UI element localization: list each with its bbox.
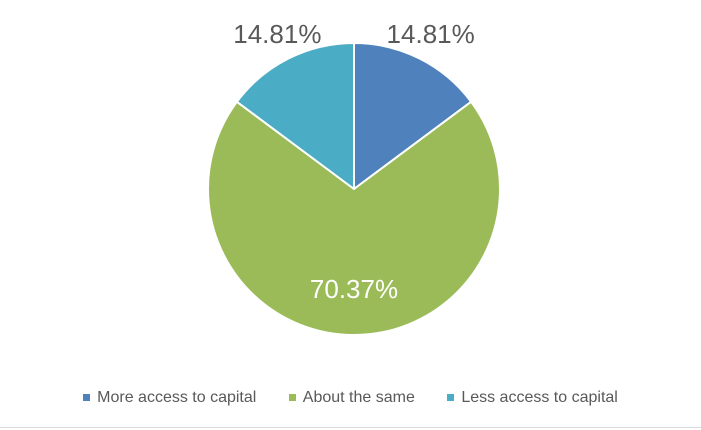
chart-legend: More access to capital About the same Le… xyxy=(0,388,701,407)
legend-swatch-less-access xyxy=(447,394,455,401)
legend-swatch-more-access xyxy=(83,394,91,401)
bottom-divider xyxy=(0,427,701,428)
pie-slices xyxy=(207,42,501,336)
pie-slice-about-same xyxy=(207,100,501,336)
data-label-less-access: 14.81% xyxy=(233,19,321,49)
legend-swatch-about-same xyxy=(288,394,296,401)
data-label-more-access: 14.81% xyxy=(387,19,475,49)
legend-label-less-access: Less access to capital xyxy=(461,388,618,406)
pie-slice-more-access xyxy=(353,42,473,190)
pie-data-labels: 14.81% 70.37% 14.81% xyxy=(233,19,474,304)
legend-label-about-same: About the same xyxy=(302,388,415,406)
legend-item-about-same: About the same xyxy=(288,388,415,407)
legend-item-more-access: More access to capital xyxy=(83,389,256,407)
legend-label-more-access: More access to capital xyxy=(97,388,257,406)
pie-slice-less-access xyxy=(235,42,355,190)
data-label-about-same: 70.37% xyxy=(310,274,398,304)
legend-item-less-access: Less access to capital xyxy=(447,389,618,407)
